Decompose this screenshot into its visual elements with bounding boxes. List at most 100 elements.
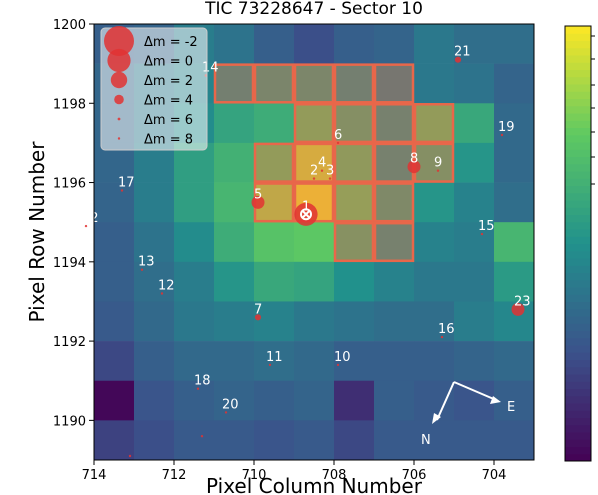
colorbar-band (565, 374, 591, 382)
aperture-pixel (373, 142, 415, 183)
colorbar-band (565, 403, 591, 411)
compass-east-head (490, 396, 501, 404)
aperture-pixel (333, 221, 375, 263)
pixel-cell (174, 222, 215, 263)
pixel-cell (174, 182, 215, 223)
x-tick-label: 710 (242, 468, 267, 483)
pixel-heatmap (94, 24, 535, 461)
star-marker (312, 177, 316, 180)
aperture-pixel (253, 142, 295, 183)
star-marker (140, 268, 144, 271)
pixel-cell (494, 182, 535, 223)
colorbar-band (565, 55, 591, 63)
pixel-cell (174, 301, 215, 342)
y-tick-label: 1190 (53, 414, 86, 429)
compass-north-head (432, 413, 441, 424)
pixel-cell (214, 63, 255, 104)
star-label: 21 (454, 45, 471, 60)
star-label: 16 (438, 322, 455, 337)
pixel-cell (134, 261, 175, 302)
pixel-cell (294, 380, 335, 421)
aperture-pixel (373, 221, 415, 263)
colorbar-band (565, 98, 591, 107)
colorbar-band (565, 127, 591, 136)
pixel-cell (254, 222, 295, 263)
colorbar-band (565, 156, 591, 165)
colorbar-band (565, 316, 591, 324)
colorbar-band (565, 337, 591, 346)
pixel-cell (94, 182, 135, 223)
star-marker (254, 314, 262, 321)
pixel-cell (294, 420, 335, 461)
star-label: 17 (118, 176, 135, 191)
pixel-cell (454, 301, 495, 342)
star-marker (251, 195, 265, 209)
pixel-cell (414, 341, 455, 382)
colorbar-band (565, 359, 591, 368)
pixel-cell (494, 24, 535, 64)
pixel-cell (334, 24, 375, 64)
colorbar-band (565, 192, 591, 201)
pixel-cell (94, 301, 135, 342)
aperture-pixel (413, 103, 455, 144)
star-marker (196, 387, 200, 390)
colorbar-band (565, 323, 591, 331)
star-label: 2 (310, 164, 318, 179)
pixel-cell (494, 63, 535, 104)
colorbar-band (565, 33, 591, 41)
star-label: 11 (266, 350, 283, 365)
pixel-cell (214, 222, 255, 263)
colorbar-band (565, 294, 591, 302)
pixel-cell (254, 420, 295, 461)
x-tick-label: 704 (482, 468, 507, 483)
pixel-cell (374, 182, 415, 223)
y-tick-label: 1196 (53, 177, 86, 192)
legend-marker (117, 117, 121, 121)
colorbar-frame (564, 25, 592, 462)
pixel-cell (414, 103, 455, 144)
aperture-pixel (373, 103, 415, 144)
pixel-cell (254, 261, 295, 302)
pixel-cell (494, 420, 535, 461)
colorbar-band (565, 207, 591, 215)
aperture-pixel (293, 142, 335, 183)
pixel-cell (454, 420, 495, 461)
pixel-cell (294, 341, 335, 382)
x-axis: 714 712 710 708 706 704 (82, 460, 507, 483)
pixel-cell (214, 341, 255, 382)
colorbar-band (565, 381, 591, 389)
aperture-pixel (333, 63, 375, 104)
colorbar-band (565, 439, 591, 447)
pixel-cell (374, 420, 415, 461)
pixel-cell (494, 341, 535, 382)
pixel-cell (374, 341, 415, 382)
pixel-cell (334, 420, 375, 461)
pixel-cell (254, 63, 295, 104)
colorbar-band (565, 178, 591, 186)
pixel-cell (454, 24, 495, 64)
pixel-cell (414, 24, 455, 64)
legend-label: Δm = 4 (144, 94, 193, 109)
colorbar-band (565, 149, 591, 157)
pixel-cell (454, 142, 495, 183)
colorbar-band (565, 272, 591, 281)
pixel-cell (214, 182, 255, 223)
colorbar-band (565, 308, 591, 317)
pixel-cell (174, 261, 215, 302)
pixel-cell (214, 261, 255, 302)
star-label: 9 (434, 156, 442, 171)
pixel-cell (214, 24, 255, 64)
pixel-cell (334, 380, 375, 421)
compass-north-label: N (421, 433, 431, 448)
star-label: 22 (82, 211, 99, 226)
colorbar-band (565, 395, 591, 404)
pixel-cell (294, 103, 335, 144)
pixel-cell (494, 103, 535, 144)
pixel-cell (94, 222, 135, 263)
pixel-cell (494, 261, 535, 302)
star-marker (454, 56, 462, 63)
pixel-cell (294, 301, 335, 342)
compass: NE (421, 381, 515, 448)
y-tick-label: 1200 (53, 18, 86, 33)
